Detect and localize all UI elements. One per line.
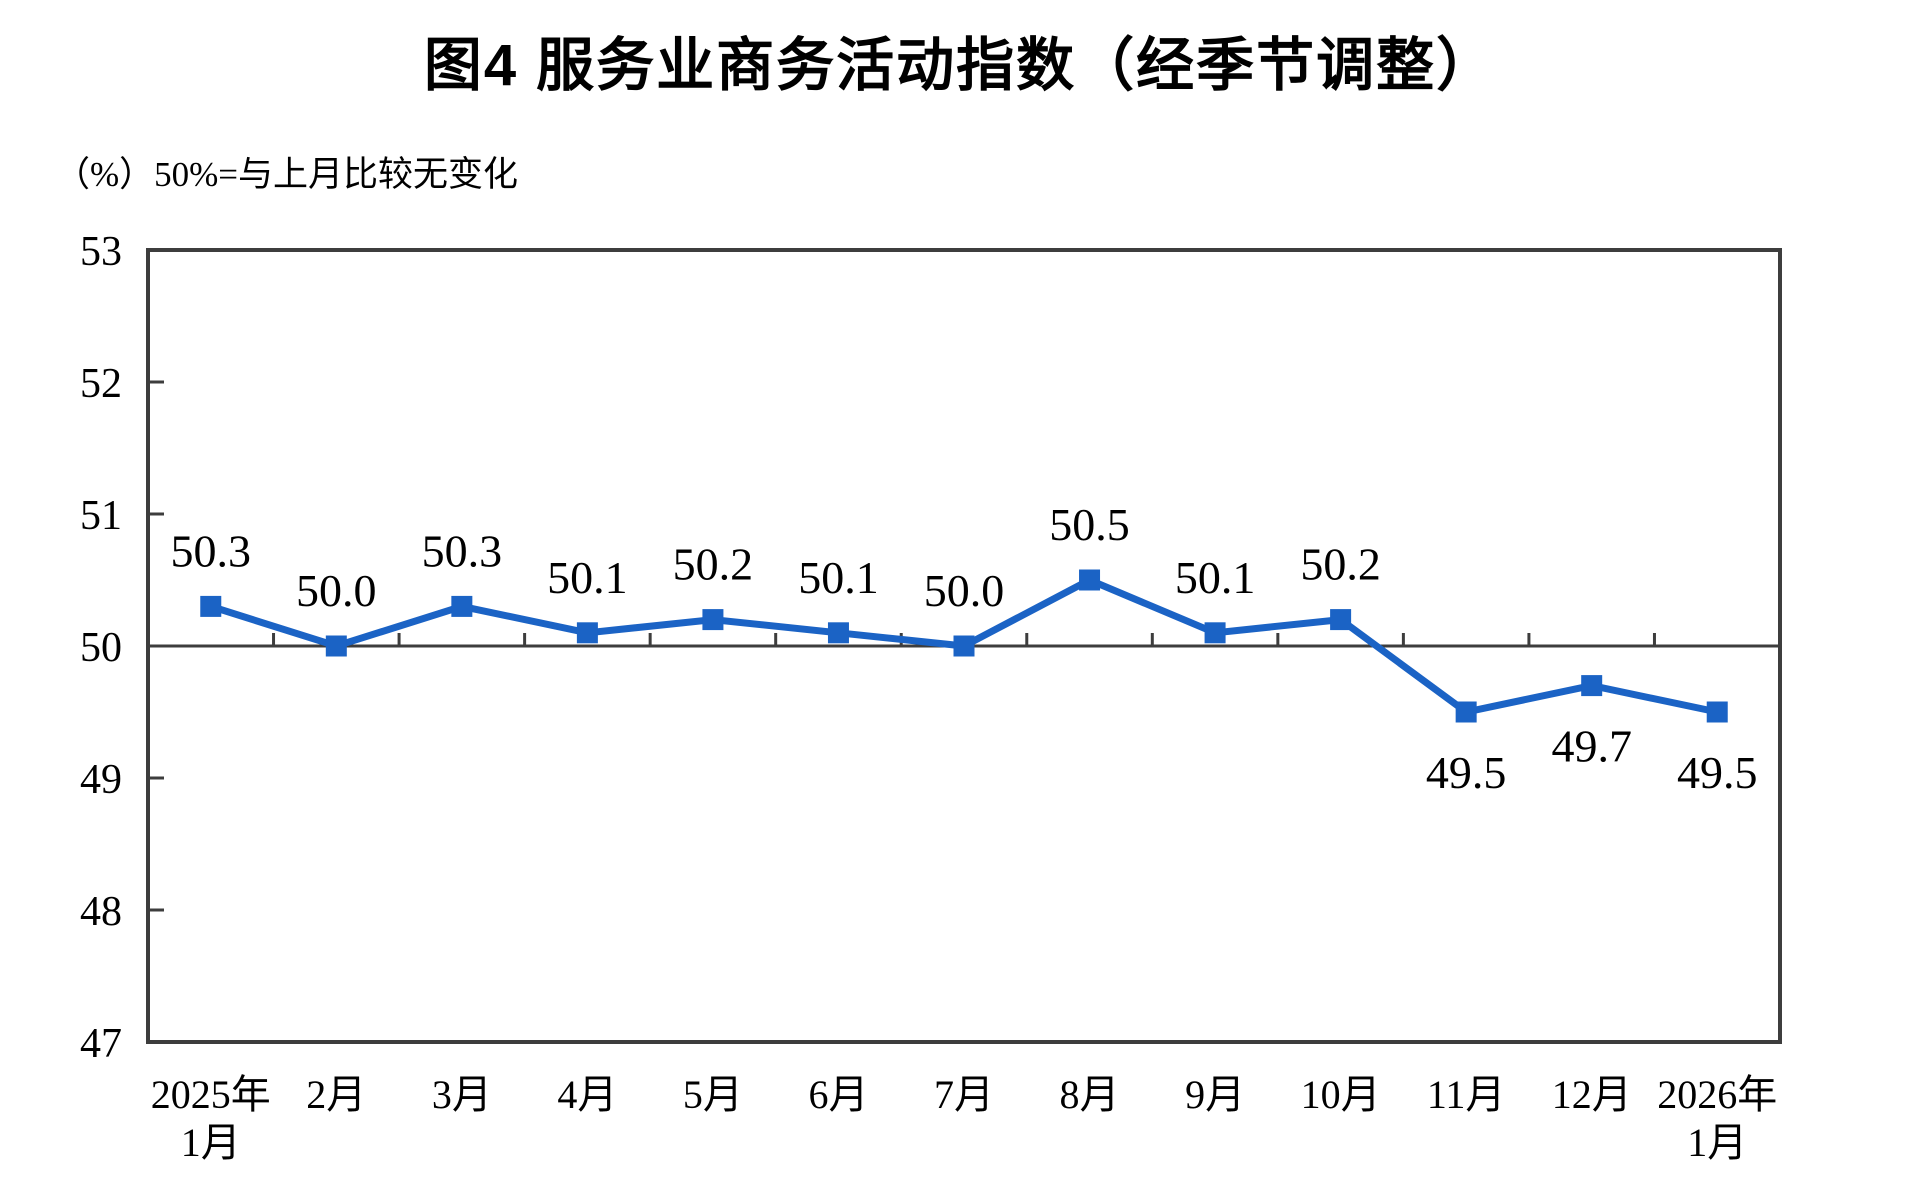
y-tick-label: 52 — [80, 361, 122, 407]
x-tick-label: 1月 — [1687, 1120, 1747, 1165]
data-point-marker — [1330, 609, 1352, 631]
data-point-marker — [1079, 569, 1101, 591]
data-label: 49.5 — [1677, 747, 1758, 798]
x-tick-label: 8月 — [1060, 1072, 1120, 1117]
data-label: 50.3 — [422, 525, 503, 576]
x-tick-label: 12月 — [1552, 1072, 1632, 1117]
data-point-marker — [827, 622, 849, 644]
y-tick-label: 48 — [80, 889, 122, 935]
x-tick-label: 1月 — [181, 1120, 241, 1165]
x-tick-label: 7月 — [934, 1072, 994, 1117]
x-tick-label: 4月 — [557, 1072, 617, 1117]
data-point-marker — [1455, 701, 1477, 723]
data-point-marker — [200, 595, 222, 617]
x-tick-label: 2026年 — [1657, 1072, 1777, 1117]
x-tick-label: 2月 — [306, 1072, 366, 1117]
data-point-marker — [325, 635, 347, 657]
data-point-marker — [1204, 622, 1226, 644]
x-tick-label: 11月 — [1427, 1072, 1506, 1117]
data-point-marker — [451, 595, 473, 617]
y-tick-label: 47 — [80, 1021, 122, 1067]
x-tick-label: 6月 — [808, 1072, 868, 1117]
data-label: 50.0 — [296, 565, 377, 616]
data-label: 50.0 — [924, 565, 1005, 616]
data-label: 50.3 — [171, 525, 252, 576]
data-label: 49.5 — [1426, 747, 1507, 798]
x-tick-label: 5月 — [683, 1072, 743, 1117]
data-label: 50.5 — [1049, 499, 1130, 550]
data-point-marker — [702, 609, 724, 631]
y-tick-label: 53 — [80, 229, 122, 275]
data-point-marker — [1706, 701, 1728, 723]
data-point-marker — [953, 635, 975, 657]
axis-unit-note: （%）50%=与上月比较无变化 — [55, 155, 519, 194]
y-tick-label: 49 — [80, 757, 122, 803]
data-point-marker — [1581, 675, 1603, 697]
chart-title: 图4 服务业商务活动指数（经季节调整） — [423, 33, 1497, 98]
x-tick-label: 9月 — [1185, 1072, 1245, 1117]
x-tick-label: 3月 — [432, 1072, 492, 1117]
data-label: 50.2 — [673, 539, 754, 590]
x-tick-label: 10月 — [1301, 1072, 1381, 1117]
data-point-marker — [576, 622, 598, 644]
y-tick-label: 51 — [80, 493, 122, 539]
data-label: 50.1 — [1175, 552, 1256, 603]
data-label: 49.7 — [1551, 721, 1632, 772]
data-label: 50.1 — [798, 552, 879, 603]
data-label: 50.1 — [547, 552, 628, 603]
x-tick-label: 2025年 — [151, 1072, 271, 1117]
data-label: 50.2 — [1300, 539, 1381, 590]
y-tick-label: 50 — [80, 625, 122, 671]
